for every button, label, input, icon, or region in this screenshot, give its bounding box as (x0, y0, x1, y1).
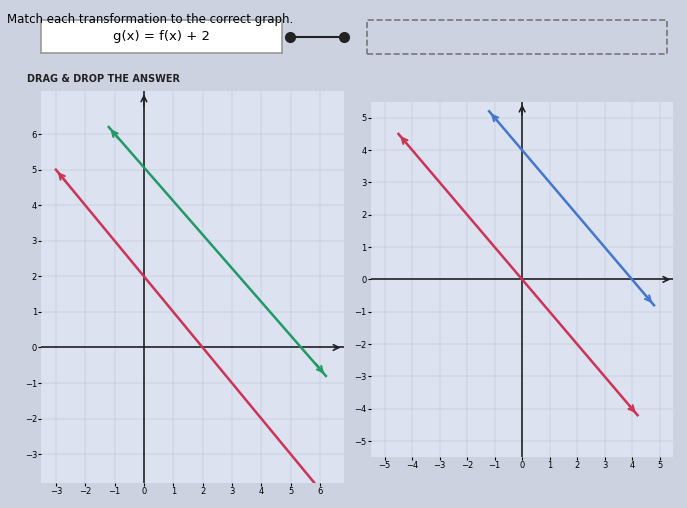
Text: g(x) = f(x) + 2: g(x) = f(x) + 2 (113, 30, 210, 43)
Text: DRAG & DROP THE ANSWER: DRAG & DROP THE ANSWER (27, 74, 181, 84)
Text: Match each transformation to the correct graph.: Match each transformation to the correct… (7, 13, 293, 26)
